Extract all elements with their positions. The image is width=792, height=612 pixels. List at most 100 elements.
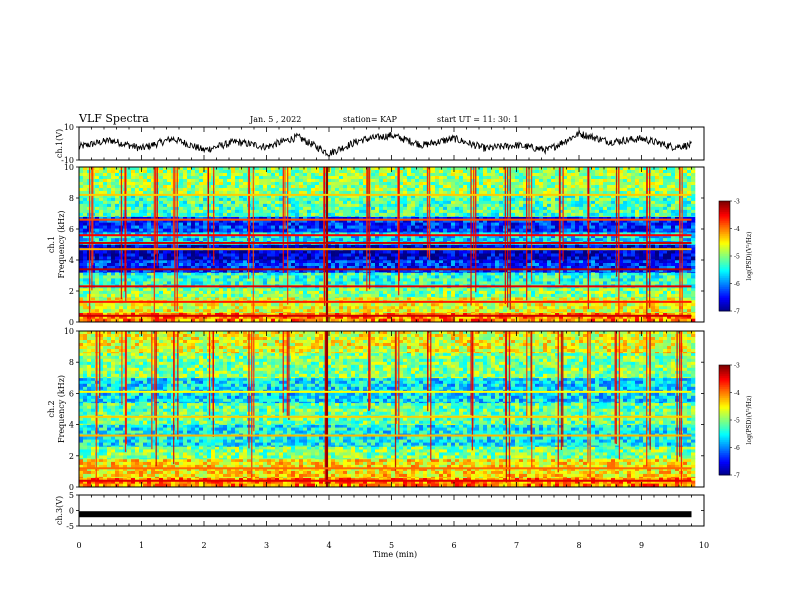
spectrogram-cell: [191, 293, 196, 298]
spectrogram-cell: [439, 256, 444, 260]
spectrogram-cell: [499, 269, 504, 273]
spectrogram-cell: [659, 287, 664, 292]
spectrogram-cell: [491, 256, 496, 260]
spectrogram-cell: [243, 256, 248, 260]
spectrogram-cell: [587, 275, 592, 279]
spectrogram-cell: [355, 309, 360, 313]
spectrogram-cell: [151, 250, 156, 254]
spectrogram-cell: [667, 306, 672, 310]
spectrogram-cell: [379, 287, 384, 292]
spectrogram-cell: [263, 309, 268, 313]
spectrogram-cell: [639, 293, 644, 298]
spectrogram-cell: [411, 260, 416, 264]
spectrogram-cell: [291, 296, 296, 298]
spectrogram-cell: [339, 303, 344, 307]
spectrogram-cell: [415, 253, 420, 257]
spectrogram-cell: [187, 244, 192, 248]
spectrogram-cell: [347, 315, 352, 319]
spectrogram-cell: [671, 275, 676, 279]
spectrogram-cell: [507, 287, 512, 289]
spectrogram-cell: [659, 293, 664, 298]
spectrogram-cell: [283, 306, 288, 310]
spectrogram-cell: [159, 306, 164, 310]
spectrogram-cell: [139, 293, 144, 298]
spectrogram-cell: [363, 281, 368, 285]
spectrogram-cell: [571, 244, 576, 248]
spectrogram-cell: [459, 293, 464, 298]
spectrogram-cell: [335, 287, 340, 292]
spectrogram-cell: [447, 297, 452, 301]
spectrogram-cell: [239, 303, 244, 307]
spectrogram-cell: [267, 275, 272, 279]
spectrogram-cell: [511, 312, 516, 313]
spectrogram-cell: [583, 296, 588, 298]
spectrogram-cell: [679, 244, 684, 248]
spectrogram-cell: [595, 272, 600, 276]
spectrogram-cell: [303, 287, 308, 289]
spectrogram-cell: [367, 297, 372, 301]
spectrogram-cell: [599, 290, 604, 295]
spectrogram-cell: [611, 269, 616, 273]
spectrogram-cell: [187, 312, 192, 313]
spectrogram-cell: [671, 256, 676, 260]
spectrogram-cell: [467, 309, 472, 313]
spectrogram-cell: [231, 312, 236, 313]
spectrogram-cell: [519, 287, 524, 292]
spectrogram-cell: [303, 253, 308, 257]
spectrogram-cell: [347, 318, 352, 322]
spectrogram-cell: [583, 287, 588, 292]
spectrogram-cell: [167, 269, 172, 273]
spectrogram-cell: [679, 296, 684, 298]
spectrogram-cell: [359, 278, 364, 282]
spectrogram-cell: [479, 303, 484, 307]
spectrogram-cell: [515, 269, 520, 273]
spectrogram-cell: [683, 312, 688, 313]
spectrogram-cell: [515, 312, 520, 316]
spectrogram-cell: [103, 293, 108, 298]
spectrogram-cell: [475, 290, 480, 295]
spectrogram-cell: [247, 312, 252, 316]
spectrogram-cell: [383, 253, 388, 257]
spectrogram-cell: [335, 315, 340, 319]
spectrogram-cell: [291, 272, 296, 276]
spectrogram-cell: [479, 244, 484, 248]
spectrogram-cell: [295, 312, 300, 313]
spectrogram-cell: [659, 269, 664, 273]
spectrogram-cell: [403, 259, 408, 261]
spectrogram-cell: [243, 287, 248, 292]
spectrogram-cell: [151, 309, 156, 313]
spectrogram-cell: [395, 309, 400, 313]
spectrogram-cell: [363, 269, 368, 273]
spectrogram-cell: [487, 259, 492, 261]
spectrogram-cell: [311, 303, 316, 307]
spectrogram-cell: [335, 275, 340, 279]
spectrogram-cell: [235, 244, 240, 248]
spectrogram-cell: [663, 256, 668, 260]
spectrogram-cell: [99, 275, 104, 279]
spectrogram-cell: [171, 266, 176, 270]
spectrogram-cell: [95, 275, 100, 279]
spectrogram-cell: [279, 318, 284, 322]
spectrogram-cell: [667, 309, 672, 313]
spectrogram-cell: [335, 269, 340, 273]
spectrogram-cell: [263, 293, 268, 298]
spectrogram-cell: [431, 272, 436, 273]
spectrogram-cell: [551, 278, 556, 282]
spectrogram-cell: [223, 269, 228, 273]
spectrogram-cell: [119, 315, 124, 319]
spectrogram-cell: [183, 296, 188, 298]
spectrogram-cell: [135, 250, 140, 254]
spectrogram-cell: [683, 281, 688, 285]
spectrogram-cell: [419, 250, 424, 254]
spectrogram-cell: [163, 250, 168, 254]
spectrogram-cell: [275, 275, 280, 279]
spectrogram-cell: [463, 260, 468, 264]
spectrogram-cell: [331, 272, 336, 276]
spectrogram-cell: [207, 318, 212, 322]
spectrogram-cell: [311, 278, 316, 282]
spectrogram-cell: [407, 312, 412, 316]
spectrogram-cell: [623, 281, 628, 285]
spectrogram-cell: [127, 272, 132, 276]
spectrogram-cell: [583, 266, 588, 270]
spectrogram-cell: [623, 250, 628, 254]
